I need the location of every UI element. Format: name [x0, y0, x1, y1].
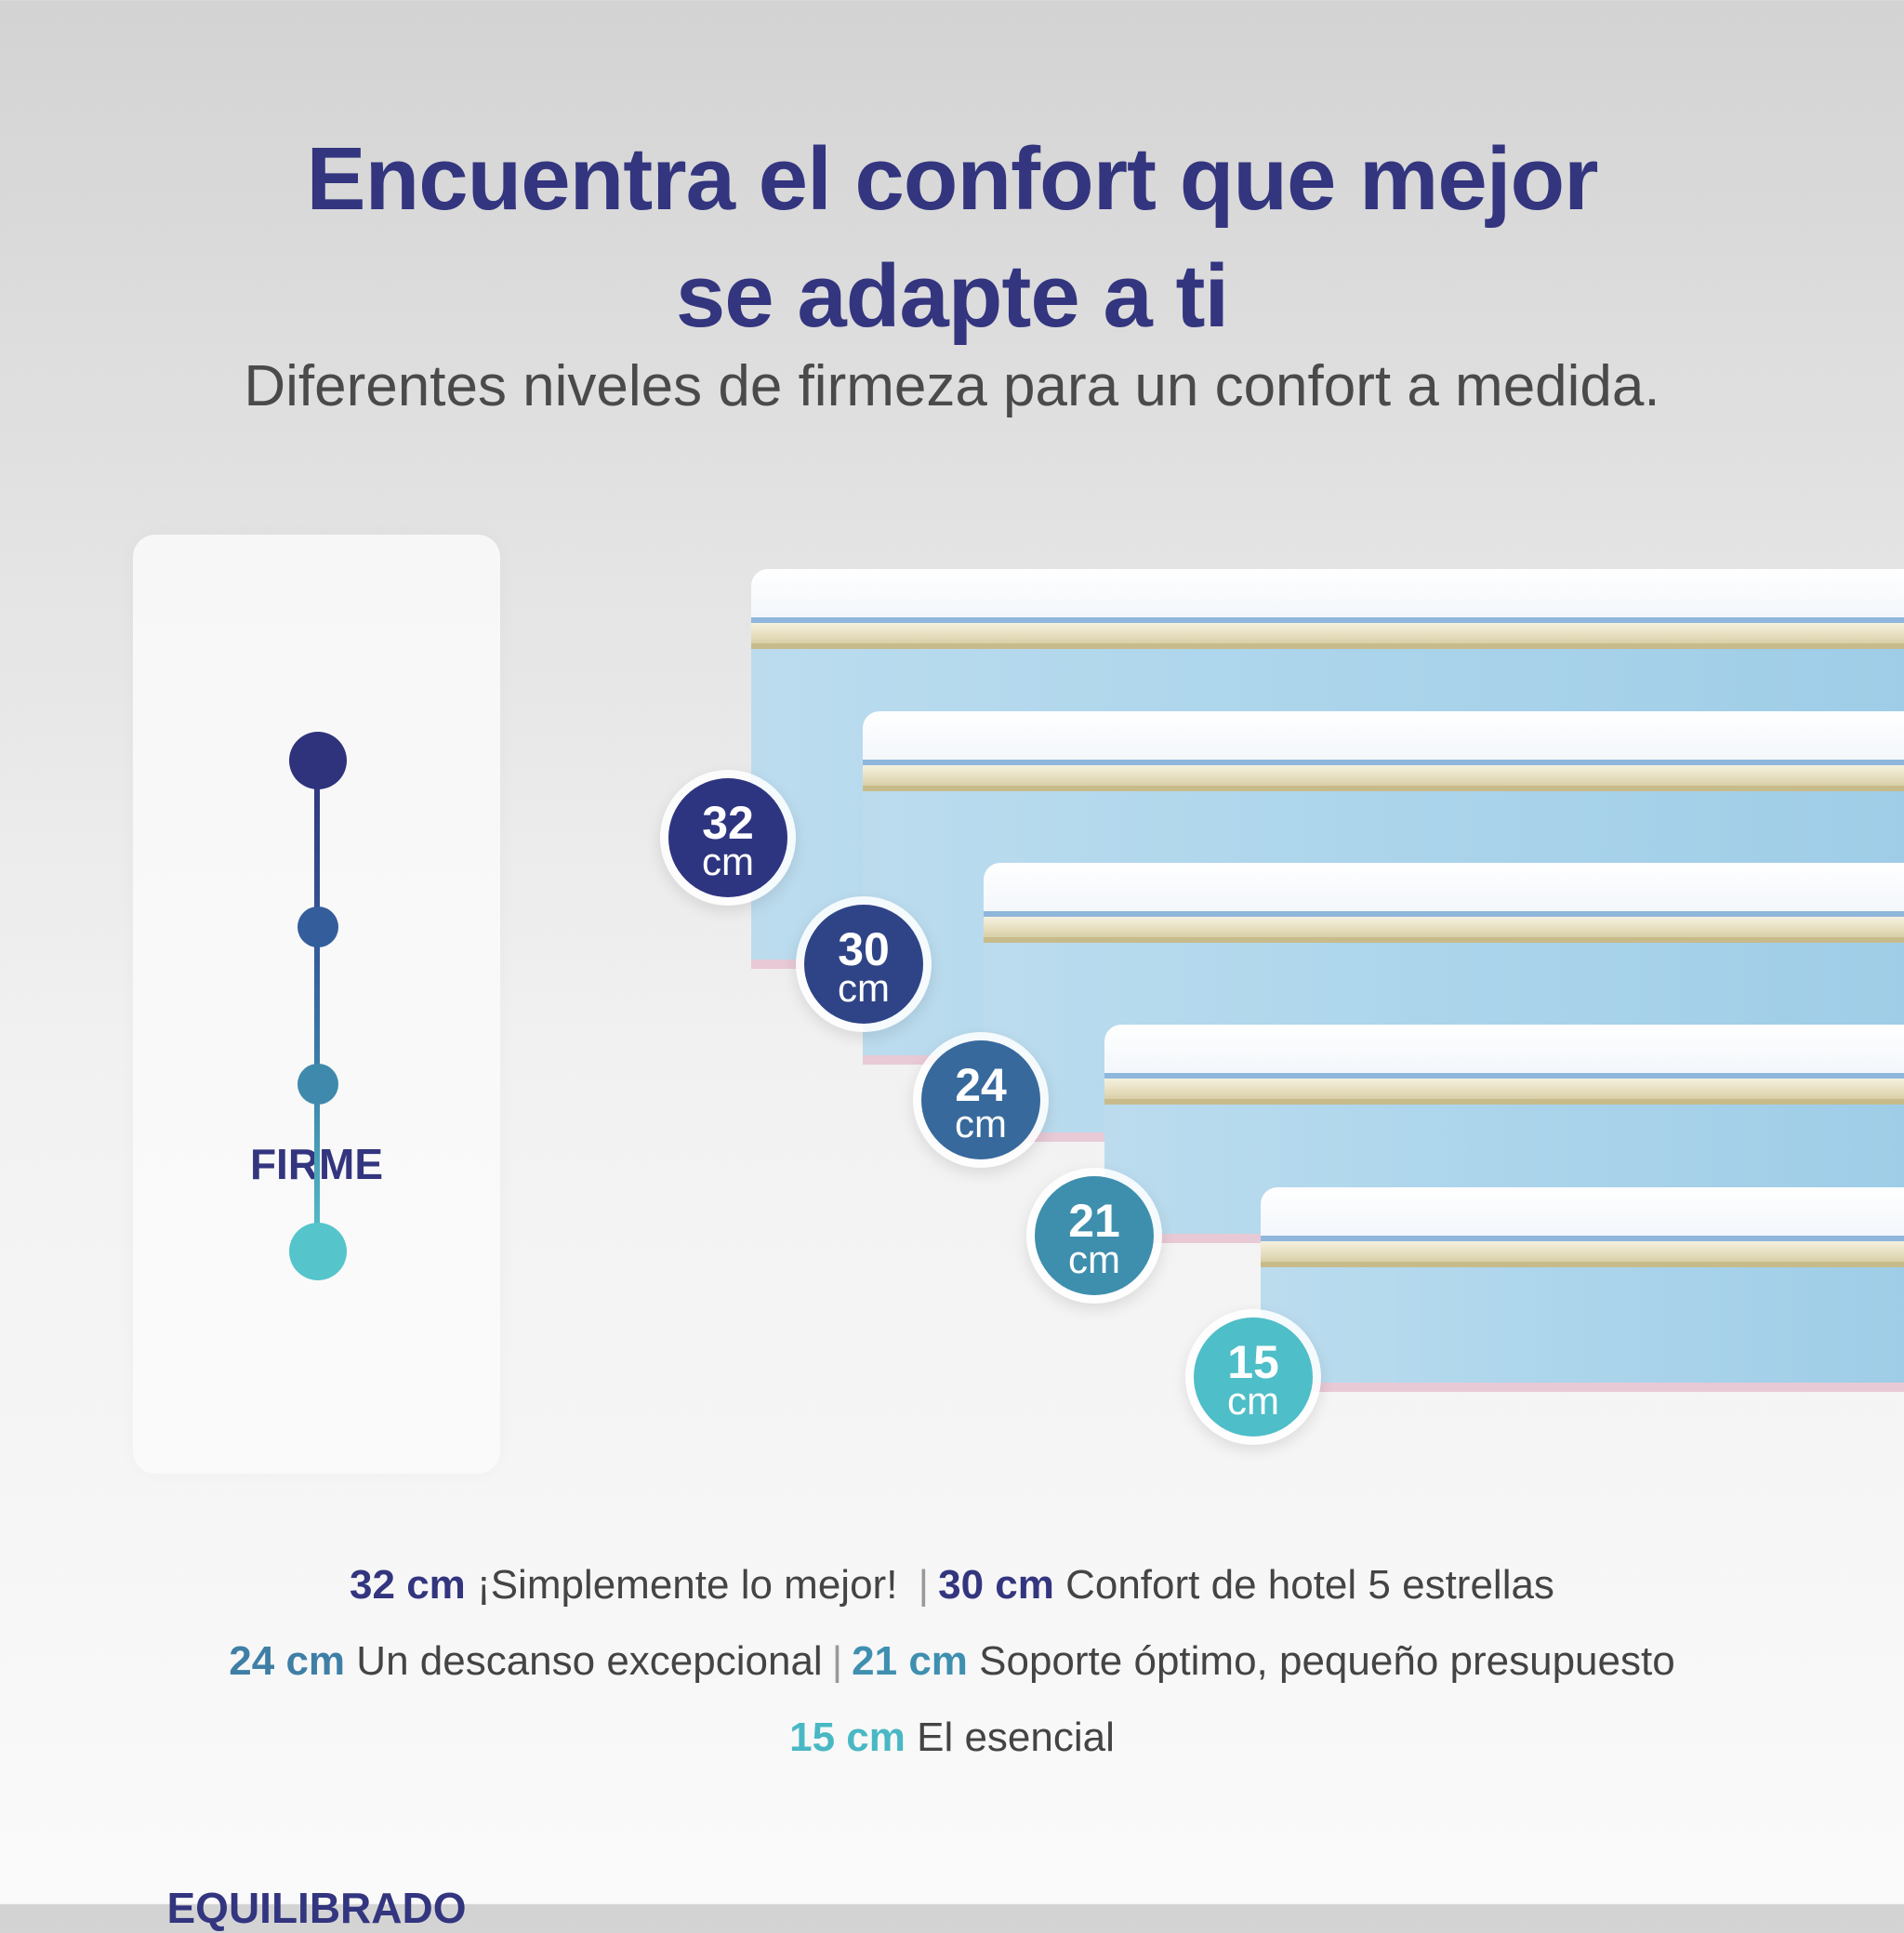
legend-key-21: 21 cm — [852, 1638, 968, 1684]
legend-key-32: 32 cm — [350, 1562, 466, 1608]
mattress-top — [1261, 1187, 1904, 1236]
legend-text-24: Un descanso excepcional — [345, 1638, 823, 1684]
legend-separator: | — [918, 1562, 930, 1608]
badge-unit: cm — [702, 840, 754, 883]
scale-dot-firm — [289, 732, 347, 789]
badge-height: 32 — [702, 797, 754, 849]
legend-key-30: 30 cm — [938, 1562, 1054, 1608]
badge-15cm: 15 cm — [1194, 1317, 1313, 1437]
legend-row-2: 24 cm Un descanso excepcional | 21 cm Sopo… — [0, 1638, 1904, 1685]
headline: Encuentra el confort que mejor se adapte… — [0, 121, 1904, 355]
scale-dot-2 — [298, 907, 338, 947]
badge-30cm: 30 cm — [804, 905, 923, 1024]
badge-unit: cm — [838, 966, 890, 1010]
scale-dot-3 — [298, 1064, 338, 1105]
badge-24cm: 24 cm — [921, 1040, 1040, 1159]
legend-text-21: Soporte óptimo, pequeño presupuesto — [967, 1638, 1675, 1684]
mattress-15cm — [1261, 1187, 1904, 1392]
scale-dot-balanced — [289, 1223, 347, 1280]
headline-line-2: se adapte a ti — [675, 246, 1229, 346]
mattress-top — [863, 711, 1904, 760]
mattress-top — [1104, 1025, 1904, 1073]
mattress-top — [751, 569, 1904, 617]
legend-row-1: 32 cm ¡Simplemente lo mejor! | 30 cm Conf… — [0, 1562, 1904, 1609]
badge-height: 30 — [838, 923, 890, 975]
badge-height: 24 — [955, 1059, 1007, 1111]
badge-21cm: 21 cm — [1035, 1176, 1154, 1295]
legend-row-3: 15 cm El esencial — [0, 1715, 1904, 1761]
badge-height: 21 — [1068, 1195, 1120, 1247]
mattress-top — [984, 863, 1904, 911]
badge-unit: cm — [955, 1102, 1007, 1145]
legend-text-32: ¡Simplemente lo mejor! — [465, 1562, 898, 1608]
headline-line-1: Encuentra el confort que mejor — [306, 129, 1599, 229]
badge-height: 15 — [1227, 1336, 1279, 1388]
mattress-body — [1261, 1267, 1904, 1392]
badge-32cm: 32 cm — [668, 778, 787, 897]
scale-line — [314, 761, 320, 1251]
badge-unit: cm — [1068, 1238, 1120, 1281]
badge-unit: cm — [1227, 1379, 1279, 1423]
subtitle: Diferentes niveles de firmeza para un co… — [244, 354, 1660, 418]
legend-key-24: 24 cm — [229, 1638, 346, 1684]
legend-text-30: Confort de hotel 5 estrellas — [1053, 1562, 1554, 1608]
legend-separator: | — [831, 1638, 843, 1684]
legend-text-15: El esencial — [905, 1715, 1115, 1760]
legend-key-15: 15 cm — [789, 1715, 906, 1760]
